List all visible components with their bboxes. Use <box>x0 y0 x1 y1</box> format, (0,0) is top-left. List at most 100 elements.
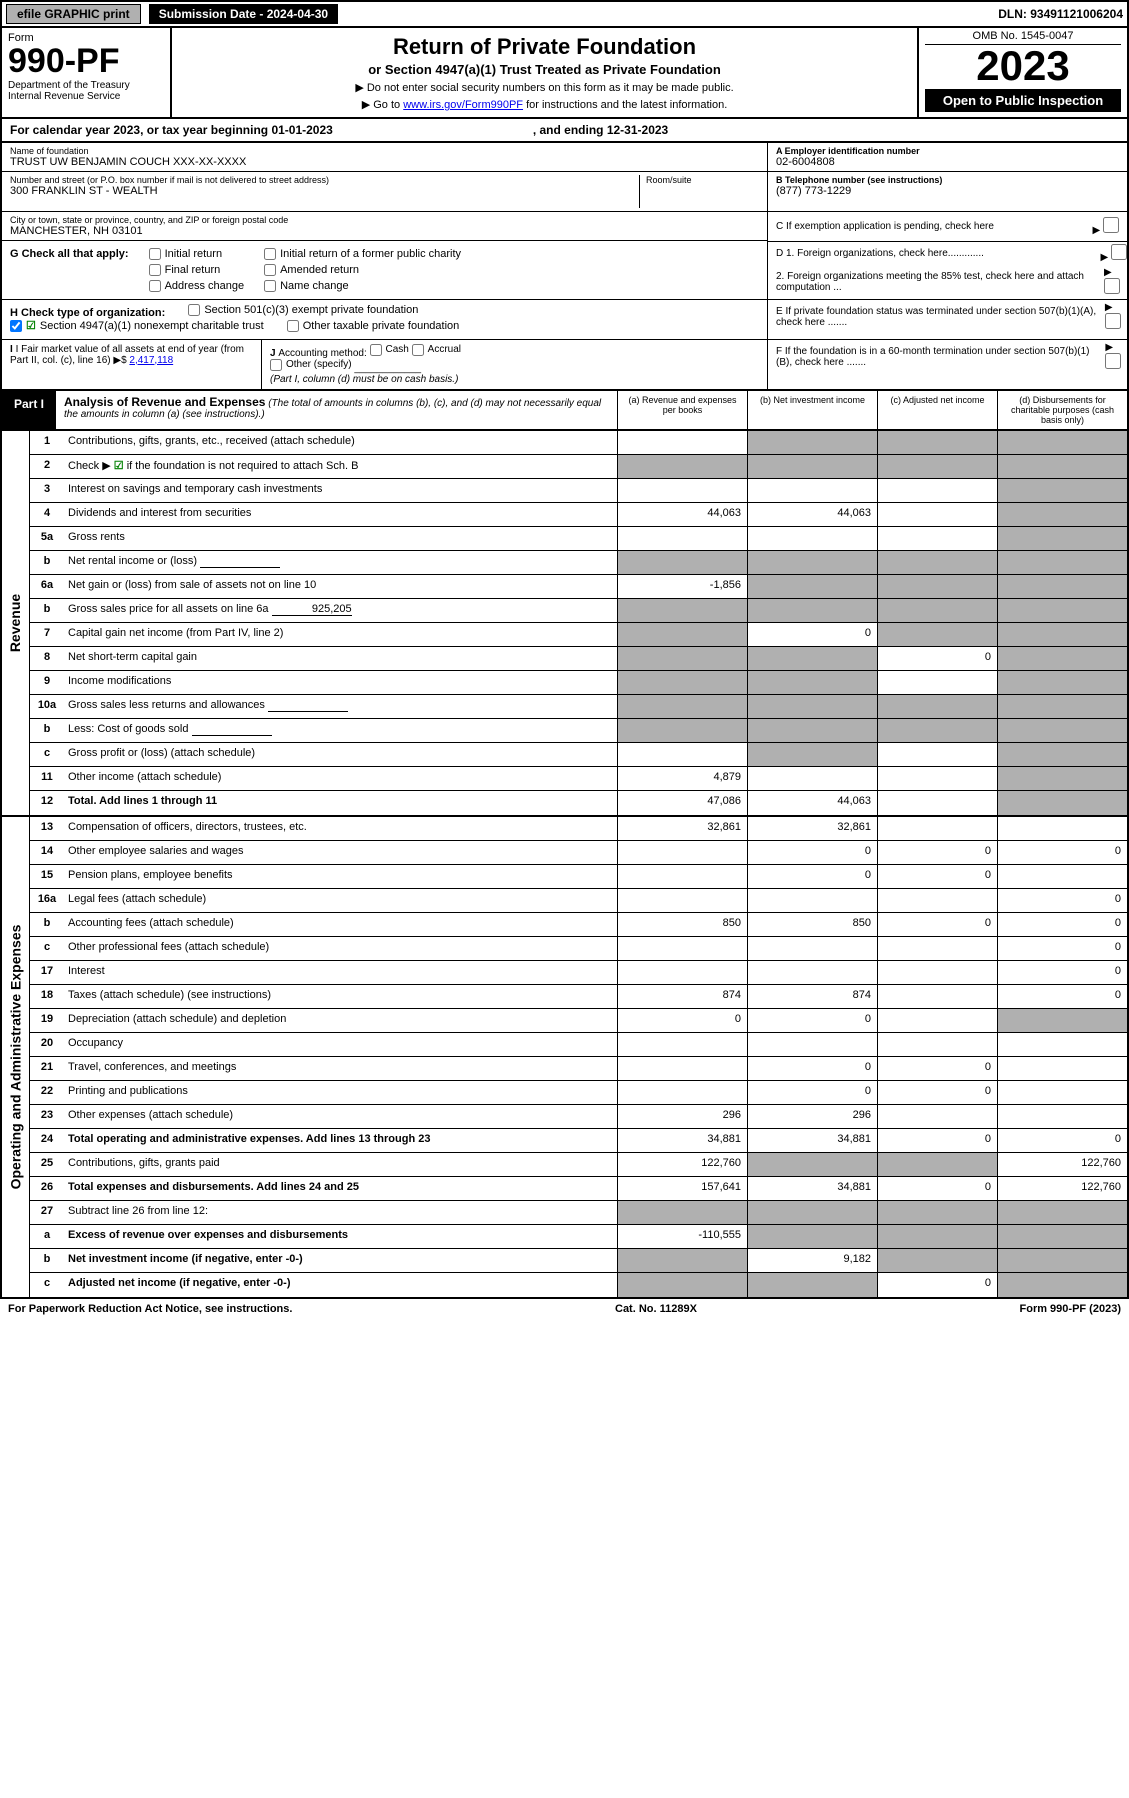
r26-a: 157,641 <box>617 1177 747 1200</box>
instructions-link[interactable]: www.irs.gov/Form990PF <box>403 99 523 111</box>
addr-label: Number and street (or P.O. box number if… <box>10 175 639 185</box>
row5a-desc: Gross rents <box>64 527 617 550</box>
address-change-checkbox[interactable] <box>149 280 161 292</box>
j-note: (Part I, column (d) must be on cash basi… <box>270 374 458 385</box>
r26-c: 0 <box>877 1177 997 1200</box>
address-change-label: Address change <box>165 280 245 292</box>
tax-year: 2023 <box>925 45 1121 87</box>
name-change-checkbox[interactable] <box>264 280 276 292</box>
r16b-a: 850 <box>617 913 747 936</box>
r16a-d: 0 <box>997 889 1127 912</box>
efile-print-button[interactable]: efile GRAPHIC print <box>6 4 141 24</box>
row27-desc: Subtract line 26 from line 12: <box>64 1201 617 1224</box>
amended-return-checkbox[interactable] <box>264 264 276 276</box>
phone-label: B Telephone number (see instructions) <box>776 175 1119 185</box>
h-other-label: Other taxable private foundation <box>303 320 460 332</box>
row21-desc: Travel, conferences, and meetings <box>64 1057 617 1080</box>
row16c-desc: Other professional fees (attach schedule… <box>64 937 617 960</box>
r5b-input[interactable] <box>200 555 280 568</box>
r18-a: 874 <box>617 985 747 1008</box>
j-other-checkbox[interactable] <box>270 359 282 371</box>
r22-c: 0 <box>877 1081 997 1104</box>
r10a-input[interactable] <box>268 699 348 712</box>
r13-a: 32,861 <box>617 817 747 840</box>
open-public-badge: Open to Public Inspection <box>925 89 1121 112</box>
j-accrual-checkbox[interactable] <box>412 344 424 356</box>
col-a-header: (a) Revenue and expenses per books <box>617 391 747 429</box>
r14-d: 0 <box>997 841 1127 864</box>
cal-year-start: For calendar year 2023, or tax year begi… <box>10 123 333 137</box>
row3-desc: Interest on savings and temporary cash i… <box>64 479 617 502</box>
name-change-label: Name change <box>280 280 349 292</box>
h-4947-label: Section 4947(a)(1) nonexempt charitable … <box>40 320 264 332</box>
d2-label: 2. Foreign organizations meeting the 85%… <box>776 271 1104 293</box>
instr2-post: for instructions and the latest informat… <box>523 99 727 111</box>
row4-desc: Dividends and interest from securities <box>64 503 617 526</box>
row19-desc: Depreciation (attach schedule) and deple… <box>64 1009 617 1032</box>
row8-desc: Net short-term capital gain <box>64 647 617 670</box>
initial-return-checkbox[interactable] <box>149 248 161 260</box>
row24-desc: Total operating and administrative expen… <box>64 1129 617 1152</box>
row2-pre: Check ▶ <box>68 460 111 472</box>
r13-b: 32,861 <box>747 817 877 840</box>
r14-b: 0 <box>747 841 877 864</box>
row9-desc: Income modifications <box>64 671 617 694</box>
city-state-zip: MANCHESTER, NH 03101 <box>10 225 759 237</box>
r6a-a: -1,856 <box>617 575 747 598</box>
h-501c3-checkbox[interactable] <box>188 304 200 316</box>
revenue-side-label: Revenue <box>2 431 30 815</box>
cal-year-end: , and ending 12-31-2023 <box>533 123 668 137</box>
r8-c: 0 <box>877 647 997 670</box>
e-checkbox[interactable] <box>1105 313 1121 329</box>
r25-a: 122,760 <box>617 1153 747 1176</box>
h-label: H Check type of organization: <box>10 307 165 319</box>
c-checkbox[interactable] <box>1103 217 1119 233</box>
final-return-checkbox[interactable] <box>149 264 161 276</box>
r14-c: 0 <box>877 841 997 864</box>
i-value[interactable]: 2,417,118 <box>129 355 173 366</box>
r25-d: 122,760 <box>997 1153 1127 1176</box>
h-4947-checkbox[interactable] <box>10 320 22 332</box>
r4-b: 44,063 <box>747 503 877 526</box>
row10b-desc: Less: Cost of goods sold <box>68 723 188 735</box>
row18-desc: Taxes (attach schedule) (see instruction… <box>64 985 617 1008</box>
row16a-desc: Legal fees (attach schedule) <box>64 889 617 912</box>
r26-d: 122,760 <box>997 1177 1127 1200</box>
r19-b: 0 <box>747 1009 877 1032</box>
amended-return-label: Amended return <box>280 264 359 276</box>
col-b-header: (b) Net investment income <box>747 391 877 429</box>
r26-b: 34,881 <box>747 1177 877 1200</box>
r4-a: 44,063 <box>617 503 747 526</box>
j-other-label: Other (specify) <box>286 359 352 370</box>
r10b-input[interactable] <box>192 723 272 736</box>
row5b-desc: Net rental income or (loss) <box>68 555 197 567</box>
r19-a: 0 <box>617 1009 747 1032</box>
j-cash-checkbox[interactable] <box>370 344 382 356</box>
r16b-c: 0 <box>877 913 997 936</box>
r7-b: 0 <box>747 623 877 646</box>
d2-checkbox[interactable] <box>1104 278 1120 294</box>
city-label: City or town, state or province, country… <box>10 215 759 225</box>
d1-checkbox[interactable] <box>1111 244 1127 260</box>
initial-former-checkbox[interactable] <box>264 248 276 260</box>
h-other-checkbox[interactable] <box>287 320 299 332</box>
r11-a: 4,879 <box>617 767 747 790</box>
phone-value: (877) 773-1229 <box>776 185 1119 197</box>
room-label: Room/suite <box>646 175 759 185</box>
row26-desc: Total expenses and disbursements. Add li… <box>64 1177 617 1200</box>
page-subtitle: or Section 4947(a)(1) Trust Treated as P… <box>178 62 911 77</box>
foundation-name: TRUST UW BENJAMIN COUCH XXX-XX-XXXX <box>10 156 759 168</box>
footer-left: For Paperwork Reduction Act Notice, see … <box>8 1303 292 1315</box>
f-label: F If the foundation is in a 60-month ter… <box>776 346 1105 368</box>
r23-a: 296 <box>617 1105 747 1128</box>
r22-b: 0 <box>747 1081 877 1104</box>
r15-c: 0 <box>877 865 997 888</box>
page-title: Return of Private Foundation <box>178 34 911 60</box>
j-cash-label: Cash <box>386 344 409 355</box>
instruction-1: ▶ Do not enter social security numbers o… <box>178 81 911 94</box>
instr2-pre: ▶ Go to <box>362 99 403 111</box>
r16b-d: 0 <box>997 913 1127 936</box>
col-c-header: (c) Adjusted net income <box>877 391 997 429</box>
r17-d: 0 <box>997 961 1127 984</box>
f-checkbox[interactable] <box>1105 353 1121 369</box>
